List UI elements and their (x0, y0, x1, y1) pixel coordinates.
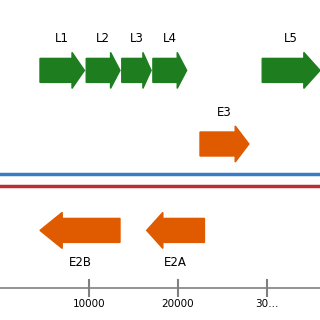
FancyArrow shape (262, 52, 320, 88)
FancyArrow shape (86, 52, 120, 88)
FancyArrow shape (153, 52, 187, 88)
Text: 10000: 10000 (73, 299, 105, 309)
Text: E2A: E2A (164, 256, 187, 268)
FancyArrow shape (40, 52, 84, 88)
FancyArrow shape (122, 52, 151, 88)
FancyArrow shape (147, 212, 204, 248)
FancyArrow shape (40, 212, 120, 248)
Text: L1: L1 (55, 32, 69, 45)
FancyArrow shape (200, 126, 249, 162)
Text: 30…: 30… (255, 299, 278, 309)
Text: L2: L2 (96, 32, 110, 45)
Text: L4: L4 (163, 32, 177, 45)
Text: L3: L3 (130, 32, 143, 45)
Text: L5: L5 (284, 32, 298, 45)
Text: E2B: E2B (68, 256, 92, 268)
Text: 20000: 20000 (162, 299, 194, 309)
Text: E3: E3 (217, 106, 232, 119)
